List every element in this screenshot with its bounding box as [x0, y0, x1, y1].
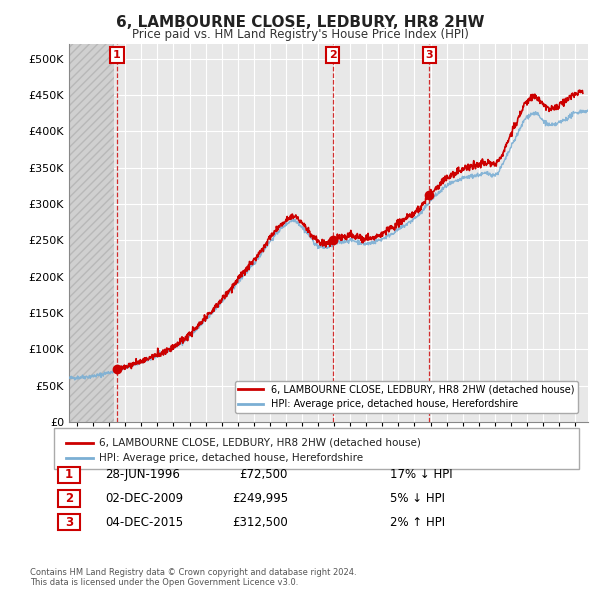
Text: 3: 3	[425, 50, 433, 60]
Legend: 6, LAMBOURNE CLOSE, LEDBURY, HR8 2HW (detached house), HPI: Average price, detac: 6, LAMBOURNE CLOSE, LEDBURY, HR8 2HW (de…	[235, 381, 578, 413]
Text: 2: 2	[65, 492, 73, 505]
Text: HPI: Average price, detached house, Herefordshire: HPI: Average price, detached house, Here…	[99, 453, 363, 463]
Text: £249,995: £249,995	[232, 492, 288, 505]
Text: Contains HM Land Registry data © Crown copyright and database right 2024.
This d: Contains HM Land Registry data © Crown c…	[30, 568, 356, 587]
Text: 1: 1	[113, 50, 121, 60]
Text: 3: 3	[65, 516, 73, 529]
Text: £72,500: £72,500	[239, 468, 288, 481]
Text: 6, LAMBOURNE CLOSE, LEDBURY, HR8 2HW: 6, LAMBOURNE CLOSE, LEDBURY, HR8 2HW	[116, 15, 484, 30]
Text: 17% ↓ HPI: 17% ↓ HPI	[390, 468, 452, 481]
Text: Price paid vs. HM Land Registry's House Price Index (HPI): Price paid vs. HM Land Registry's House …	[131, 28, 469, 41]
Text: 04-DEC-2015: 04-DEC-2015	[105, 516, 183, 529]
Text: 02-DEC-2009: 02-DEC-2009	[105, 492, 183, 505]
Text: 2% ↑ HPI: 2% ↑ HPI	[390, 516, 445, 529]
Bar	[69, 44, 114, 422]
Text: 28-JUN-1996: 28-JUN-1996	[105, 468, 180, 481]
Text: £312,500: £312,500	[232, 516, 288, 529]
Text: 6, LAMBOURNE CLOSE, LEDBURY, HR8 2HW (detached house): 6, LAMBOURNE CLOSE, LEDBURY, HR8 2HW (de…	[99, 438, 421, 448]
Bar	[69, 44, 114, 422]
Text: 5% ↓ HPI: 5% ↓ HPI	[390, 492, 445, 505]
Text: 1: 1	[65, 468, 73, 481]
Text: 2: 2	[329, 50, 337, 60]
